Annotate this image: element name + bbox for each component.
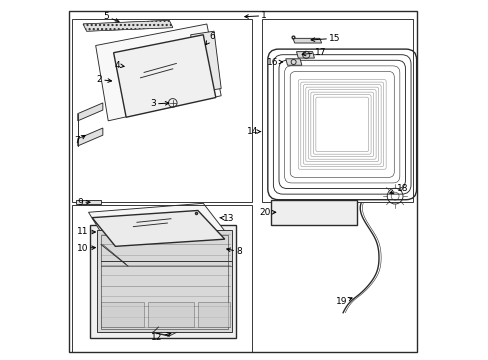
Polygon shape — [113, 35, 215, 117]
Polygon shape — [97, 230, 231, 332]
Text: 2: 2 — [96, 75, 111, 84]
Text: 5: 5 — [103, 12, 119, 22]
Polygon shape — [271, 200, 357, 225]
Text: 16: 16 — [266, 58, 282, 67]
Text: 6: 6 — [205, 32, 215, 45]
Text: 7: 7 — [74, 135, 85, 145]
Polygon shape — [83, 21, 172, 31]
Bar — [101, 302, 144, 327]
Text: 17: 17 — [302, 48, 325, 57]
Bar — [72, 19, 251, 202]
Polygon shape — [83, 21, 172, 31]
Polygon shape — [76, 200, 101, 204]
Text: 11: 11 — [77, 228, 95, 237]
Text: 13: 13 — [219, 214, 234, 223]
Bar — [147, 302, 194, 327]
Polygon shape — [190, 31, 221, 92]
Bar — [262, 19, 412, 202]
Polygon shape — [78, 103, 102, 121]
Text: 3: 3 — [150, 99, 168, 108]
Text: 1: 1 — [244, 11, 266, 20]
Text: 10: 10 — [77, 244, 95, 253]
Text: 8: 8 — [226, 247, 242, 256]
Polygon shape — [78, 128, 102, 146]
Polygon shape — [96, 24, 221, 121]
Text: 19: 19 — [335, 297, 351, 306]
Text: 18: 18 — [389, 184, 407, 194]
Polygon shape — [296, 51, 314, 58]
Bar — [72, 205, 251, 352]
Text: 12: 12 — [151, 333, 170, 342]
Text: 9: 9 — [77, 198, 90, 207]
Polygon shape — [88, 203, 228, 250]
Polygon shape — [92, 211, 224, 246]
Text: 15: 15 — [310, 34, 340, 43]
Polygon shape — [285, 59, 301, 65]
Polygon shape — [292, 39, 321, 43]
Text: 20: 20 — [259, 208, 275, 217]
Text: 14: 14 — [246, 127, 261, 136]
Text: 4: 4 — [114, 61, 124, 70]
Polygon shape — [90, 225, 235, 338]
Bar — [198, 302, 230, 327]
